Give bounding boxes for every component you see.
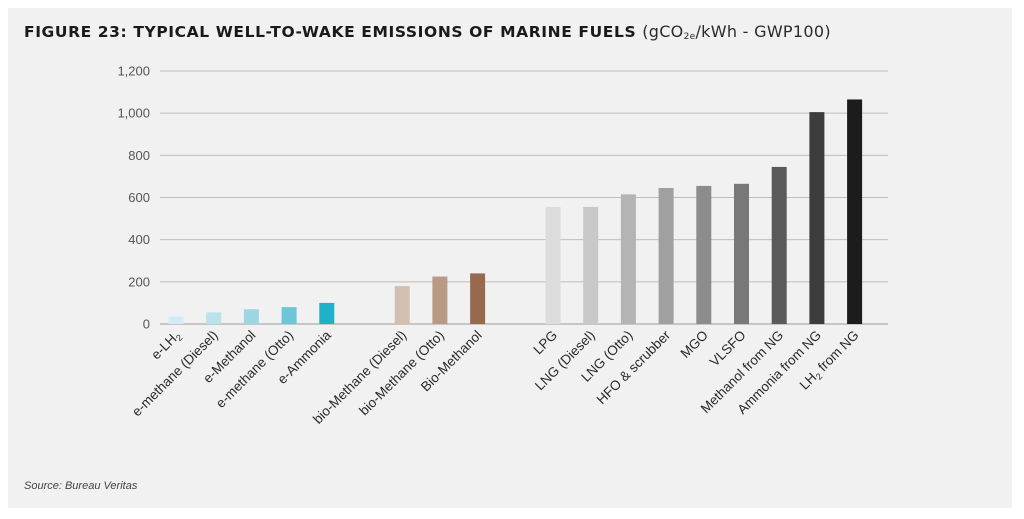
bar [168, 316, 184, 324]
y-tick-label: 1,200 [117, 64, 150, 79]
bar [545, 206, 561, 324]
bar [620, 194, 636, 324]
chart-title: FIGURE 23: TYPICAL WELL-TO-WAKE EMISSION… [24, 22, 831, 42]
bar [470, 273, 486, 324]
y-tick-label: 600 [128, 190, 150, 205]
bar [206, 312, 222, 324]
bar [809, 112, 825, 324]
category-label: LPG [530, 328, 560, 358]
bar [432, 276, 448, 324]
source-note: Source: Bureau Veritas [24, 480, 138, 492]
bar [734, 183, 749, 324]
bar [847, 99, 863, 325]
y-tick-label: 0 [143, 317, 150, 332]
bar [696, 185, 712, 324]
category-label: MGO [678, 328, 711, 361]
bar [243, 309, 259, 324]
bar [583, 206, 599, 324]
bar [281, 307, 297, 324]
y-tick-label: 200 [128, 274, 150, 289]
bar [319, 302, 335, 324]
y-tick-label: 800 [128, 148, 150, 163]
chart-panel [8, 8, 1012, 508]
bar [658, 188, 674, 324]
y-tick-label: 400 [128, 232, 150, 247]
chart-title-main: FIGURE 23: TYPICAL WELL-TO-WAKE EMISSION… [24, 23, 637, 41]
y-tick-label: 1,000 [117, 106, 150, 121]
bar [771, 166, 787, 324]
bar [394, 286, 410, 324]
chart-title-unit: (gCO2e/kWh - GWP100) [642, 22, 831, 42]
